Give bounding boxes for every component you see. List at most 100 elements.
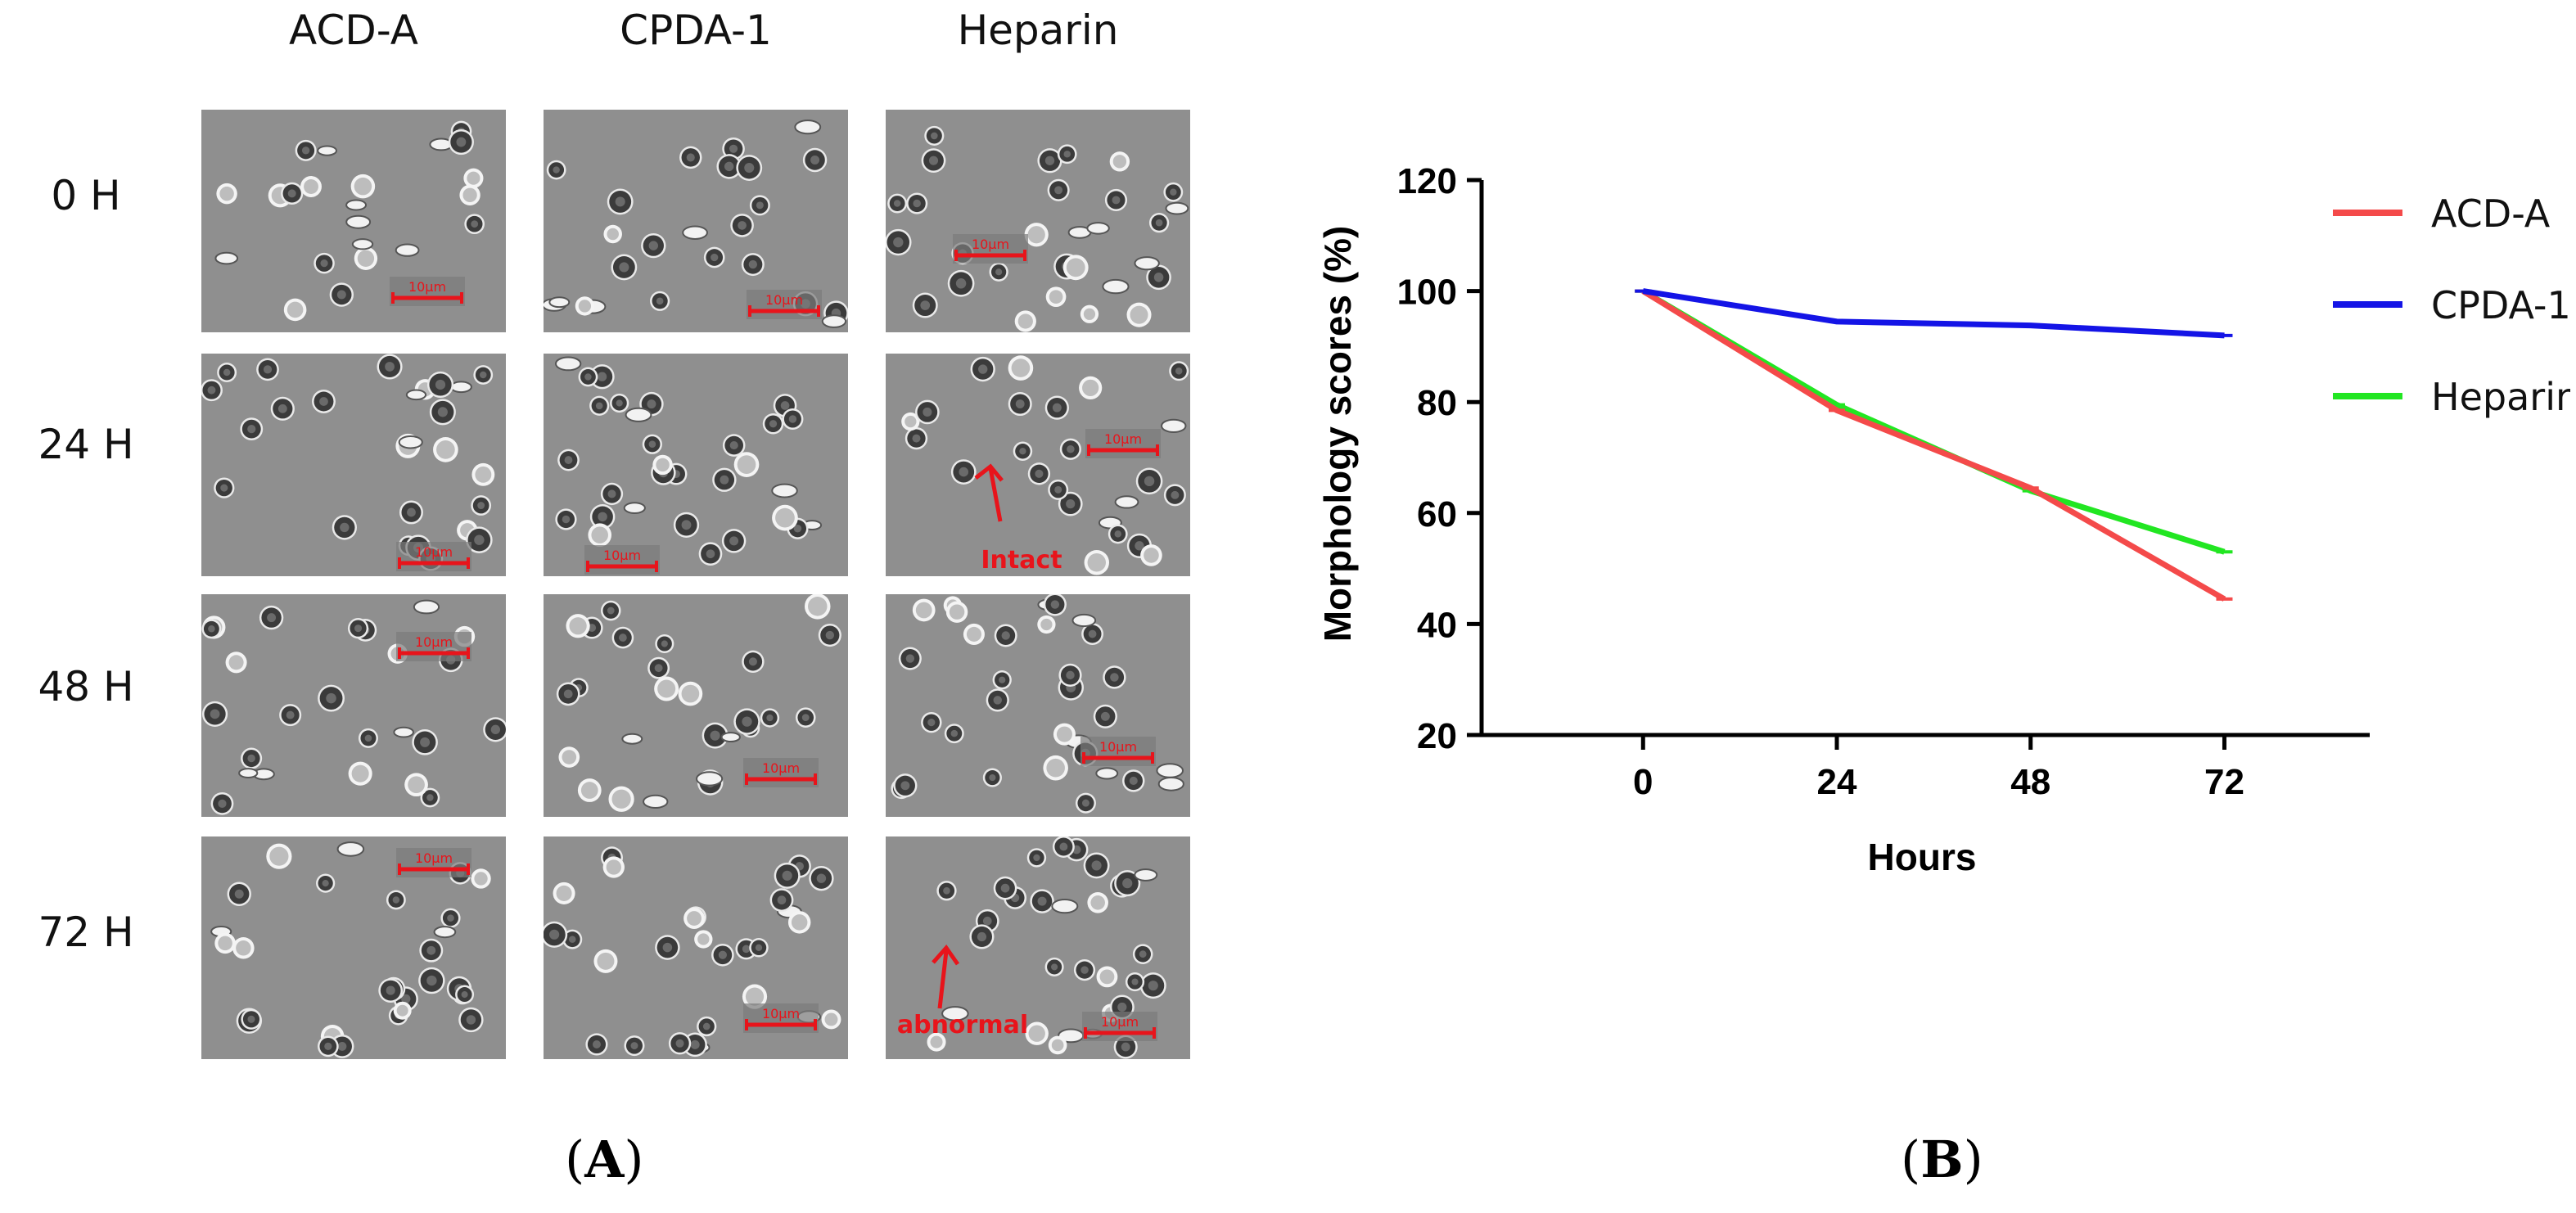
y-tick-label: 60 <box>1417 494 1457 534</box>
red-blood-cell <box>912 598 936 622</box>
row-header-48h: 48 H <box>38 663 134 710</box>
red-blood-cell <box>1165 201 1189 215</box>
red-blood-cell <box>1114 870 1141 897</box>
red-blood-cell <box>1044 957 1064 976</box>
red-blood-cell <box>654 676 679 701</box>
red-blood-cell <box>936 881 957 901</box>
red-blood-cell <box>1044 395 1069 420</box>
red-blood-cell <box>603 224 622 244</box>
red-blood-cell <box>769 888 794 913</box>
red-blood-cell <box>348 761 372 786</box>
red-blood-cell <box>589 395 610 416</box>
red-blood-cell <box>1103 665 1126 689</box>
micrograph-0h-acd-a: 10μm <box>201 110 506 332</box>
column-header-acd-a: ACD-A <box>289 7 418 54</box>
red-blood-cell <box>433 437 458 462</box>
scale-bar: 10μm <box>1082 1012 1157 1041</box>
red-blood-cell <box>1146 264 1171 291</box>
micrograph-72h-acd-a: 10μm <box>201 836 506 1059</box>
scale-bar-label: 10μm <box>603 548 641 563</box>
red-blood-cell <box>969 924 995 949</box>
red-blood-cell <box>682 225 708 240</box>
red-blood-cell <box>602 856 625 878</box>
abnormal-label: abnormal <box>897 1011 1028 1039</box>
red-blood-cell <box>1037 615 1056 634</box>
red-blood-cell <box>994 624 1017 647</box>
scale-bar: 10μm <box>1085 429 1161 458</box>
scale-bar: 10μm <box>390 277 465 306</box>
red-blood-cell <box>703 246 725 268</box>
red-blood-cell <box>201 379 223 402</box>
red-blood-cell <box>1045 286 1067 308</box>
scale-bar: 10μm <box>396 542 471 571</box>
red-blood-cell <box>350 174 376 199</box>
red-blood-cell <box>270 396 295 421</box>
red-blood-cell <box>970 356 995 382</box>
red-blood-cell <box>1157 776 1184 791</box>
red-blood-cell <box>986 688 1009 712</box>
red-blood-cell <box>433 926 457 939</box>
red-blood-cell <box>963 623 985 645</box>
red-blood-cell <box>225 652 247 674</box>
red-blood-cell <box>821 1009 841 1030</box>
micrograph-24h-heparin: 10μm Intact <box>886 354 1190 576</box>
red-blood-cell <box>655 634 674 654</box>
red-blood-cell <box>1095 767 1119 780</box>
red-blood-cell <box>578 367 598 387</box>
scale-bar: 10μm <box>747 290 822 319</box>
red-blood-cell <box>678 681 703 706</box>
red-blood-cell <box>555 508 577 530</box>
red-blood-cell <box>399 500 423 525</box>
red-blood-cell <box>393 726 414 738</box>
y-axis-label: Morphology scores (%) <box>1316 226 1359 643</box>
red-blood-cell <box>720 732 741 743</box>
red-blood-cell <box>1084 550 1110 575</box>
micrograph-72h-cpda-1: 10μm <box>544 836 848 1059</box>
red-blood-cell <box>1132 944 1153 964</box>
red-blood-cell <box>332 515 357 540</box>
red-blood-cell <box>1086 222 1110 235</box>
scale-bar-label: 10μm <box>415 634 453 650</box>
red-blood-cell <box>945 601 968 623</box>
y-tick-label: 20 <box>1417 716 1457 756</box>
red-blood-cell <box>1163 484 1186 507</box>
red-blood-cell <box>556 682 580 706</box>
red-blood-cell <box>295 139 317 161</box>
red-blood-cell <box>426 371 454 399</box>
red-blood-cell <box>611 626 634 649</box>
x-tick-label: 24 <box>1817 762 1857 802</box>
red-blood-cell <box>1079 376 1103 400</box>
red-blood-cell <box>241 1008 262 1030</box>
red-blood-cell <box>405 389 427 401</box>
scale-bar: 10μm <box>1080 737 1156 766</box>
red-blood-cell <box>741 253 765 277</box>
row-header-24h: 24 H <box>38 421 134 468</box>
legend-label-heparin: Heparin <box>2431 375 2570 419</box>
red-blood-cell <box>774 862 801 889</box>
red-blood-cell <box>448 129 474 156</box>
red-blood-cell <box>898 647 922 670</box>
red-blood-cell <box>733 708 760 735</box>
column-header-heparin: Heparin <box>957 7 1119 54</box>
red-blood-cell <box>449 381 472 394</box>
red-blood-cell <box>947 269 975 297</box>
red-blood-cell <box>217 363 237 382</box>
red-blood-cell <box>464 214 485 235</box>
red-blood-cell <box>1083 852 1110 879</box>
red-blood-cell <box>600 482 624 506</box>
red-blood-cell <box>1163 182 1184 202</box>
series-line-acd-a <box>1641 288 2226 602</box>
red-blood-cell <box>1058 663 1082 687</box>
red-blood-cell <box>548 296 571 309</box>
red-blood-cell <box>1139 972 1166 999</box>
red-blood-cell <box>716 154 742 179</box>
red-blood-cell <box>558 746 580 768</box>
red-blood-cell <box>312 390 336 413</box>
red-blood-cell <box>557 449 580 471</box>
red-blood-cell <box>730 214 754 237</box>
red-blood-cell <box>1030 889 1054 913</box>
red-blood-cell <box>641 232 666 259</box>
red-blood-cell <box>283 298 307 322</box>
red-blood-cell <box>266 843 292 869</box>
red-blood-cell <box>805 594 831 620</box>
